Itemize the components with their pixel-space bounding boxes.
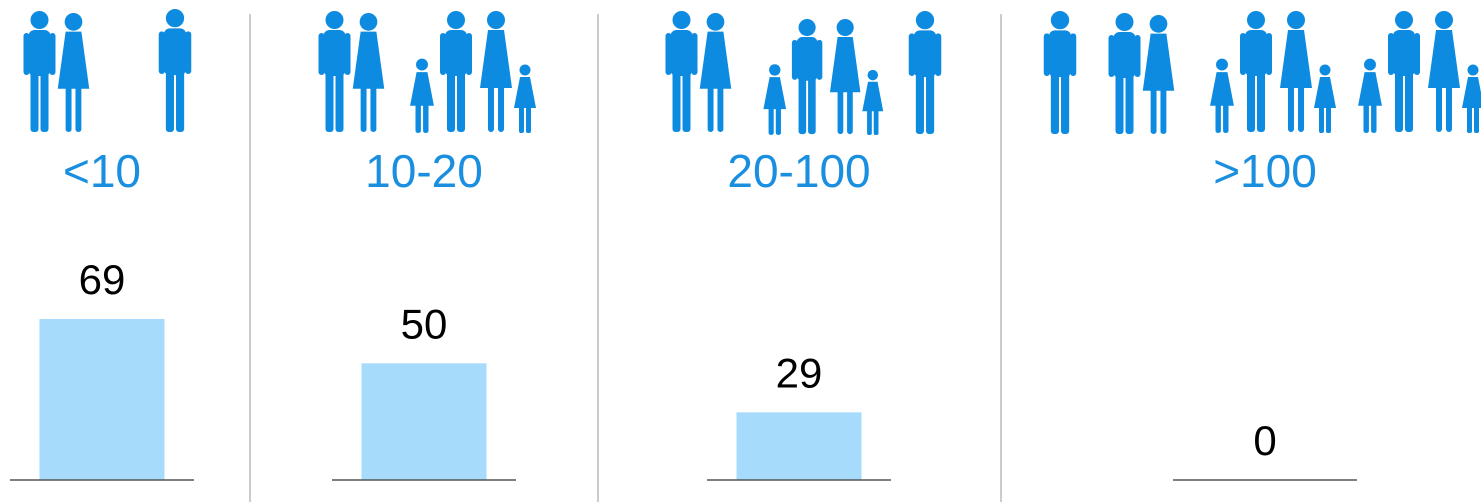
category-label: 10-20 — [365, 145, 483, 197]
category-label: 20-100 — [727, 145, 870, 197]
icons — [24, 9, 1481, 135]
bar — [39, 319, 165, 480]
value-label: 0 — [1253, 417, 1276, 464]
category-label: >100 — [1213, 145, 1317, 197]
value-label: 29 — [776, 349, 823, 396]
bar — [736, 412, 862, 480]
value-label: 69 — [79, 256, 126, 303]
category-label: <10 — [63, 145, 141, 197]
value-label: 50 — [401, 300, 448, 347]
bar — [361, 363, 487, 480]
